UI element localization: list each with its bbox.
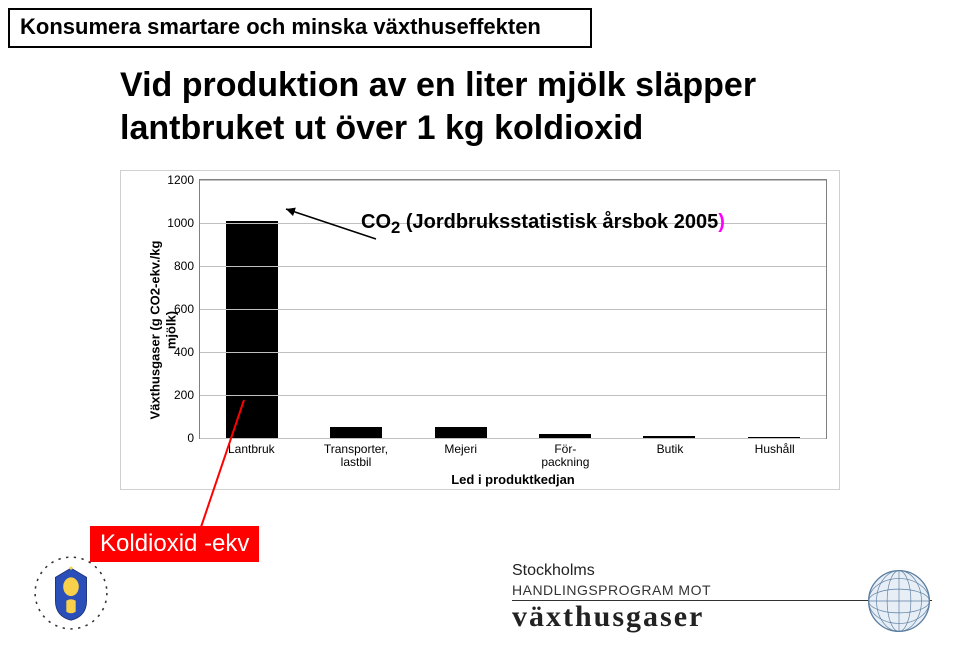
koldioxid-label: Koldioxid -ekv — [100, 530, 249, 557]
page-title-box: Konsumera smartare och minska växthuseff… — [8, 8, 592, 48]
x-labels: LantbrukTransporter, lastbilMejeriFör- p… — [199, 443, 827, 469]
ytick-label: 800 — [174, 259, 194, 273]
xtick-label: Transporter, lastbil — [304, 443, 409, 469]
gridline — [200, 352, 826, 353]
gridline — [200, 395, 826, 396]
globe-icon — [866, 568, 932, 634]
ytick-label: 200 — [174, 388, 194, 402]
xtick-label: Mejeri — [408, 443, 513, 469]
koldioxid-callout: Koldioxid -ekv — [90, 526, 259, 562]
gridline — [200, 180, 826, 181]
gridline — [200, 309, 826, 310]
xtick-label: Hushåll — [722, 443, 827, 469]
gridline — [200, 438, 826, 439]
ytick-label: 600 — [174, 302, 194, 316]
bar — [226, 221, 278, 438]
stockholm-logo — [32, 554, 110, 632]
headline: Vid produktion av en liter mjölk släpper… — [120, 64, 900, 149]
stockholm-logo-svg — [32, 554, 110, 632]
xtick-label: För- packning — [513, 443, 618, 469]
chart: Växthusgaser (g CO2-ekv./kg mjölk) 02004… — [120, 170, 840, 490]
footer-right: Stockholms HANDLINGSPROGRAM MOT växthusg… — [512, 562, 932, 634]
annotation-prefix: CO — [361, 211, 391, 233]
slide: Konsumera smartare och minska växthuseff… — [0, 0, 960, 652]
annotation-suffix: (Jordbruksstatistisk årsbok 2005 — [400, 211, 718, 233]
xtick-label: Lantbruk — [199, 443, 304, 469]
ytick-label: 1200 — [167, 173, 194, 187]
gridline — [200, 266, 826, 267]
annotation-closeparen: ) — [718, 211, 725, 233]
ytick-label: 1000 — [167, 216, 194, 230]
ytick-label: 400 — [174, 345, 194, 359]
chart-annotation: CO2 (Jordbruksstatistisk årsbok 2005) — [361, 211, 725, 238]
annotation-sub: 2 — [391, 218, 400, 237]
bar — [330, 427, 382, 438]
x-axis-title: Led i produktkedjan — [199, 472, 827, 487]
page-title: Konsumera smartare och minska växthuseff… — [20, 14, 541, 39]
ytick-label: 0 — [187, 431, 194, 445]
bar — [435, 427, 487, 438]
xtick-label: Butik — [618, 443, 723, 469]
